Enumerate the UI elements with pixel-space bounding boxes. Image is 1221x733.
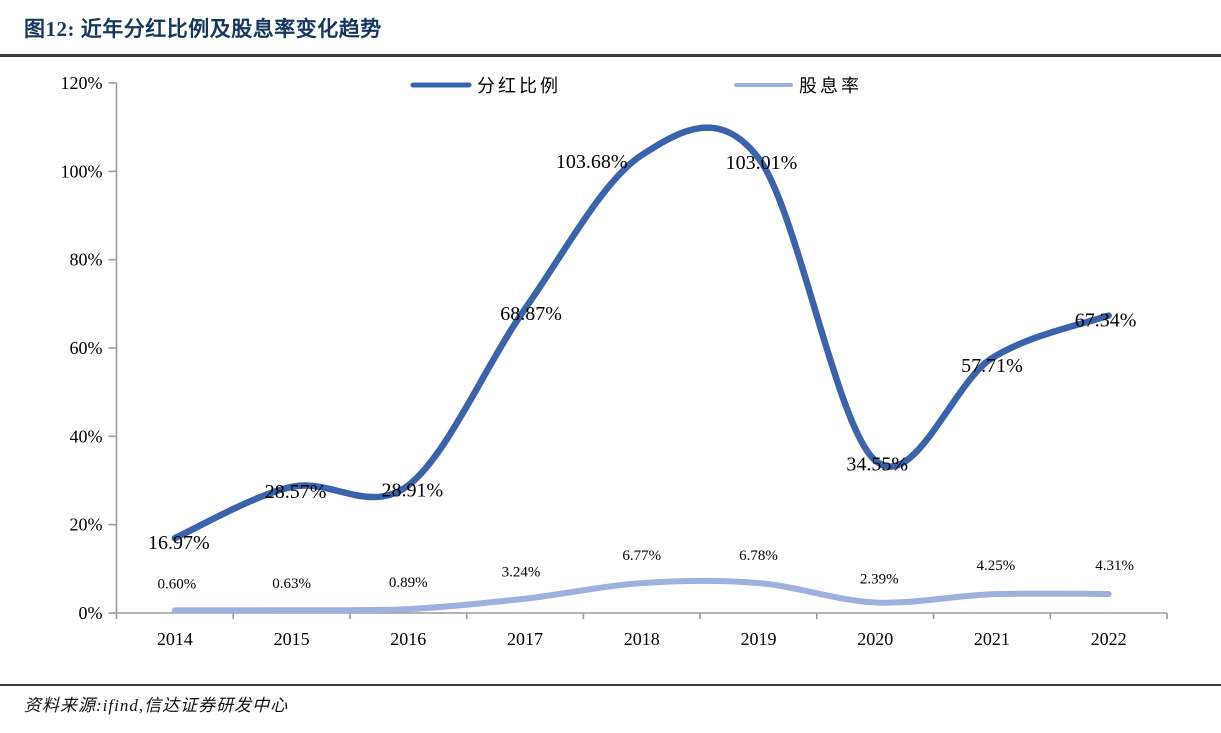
legend-label: 分红比例 [477, 76, 561, 96]
x-tick-label: 2022 [1091, 629, 1127, 649]
data-label: 6.78% [739, 548, 778, 564]
chart-title: 图12: 近年分红比例及股息率变化趋势 [24, 17, 382, 41]
y-tick-label: 40% [70, 426, 103, 446]
series-line-payout-ratio [171, 124, 1112, 542]
x-tick-label: 2014 [157, 629, 193, 649]
x-tick-label: 2018 [624, 629, 660, 649]
data-label: 103.01% [726, 152, 798, 174]
line-chart: 0% 20% 40% 60% 80% 100% 120% 2014 2015 2016 2017 20… [61, 73, 1168, 649]
source-note: 资料来源:ifind,信达证券研发中心 [24, 696, 289, 715]
title-divider [0, 54, 1221, 57]
data-label: 34.55% [846, 453, 908, 475]
data-label: 28.57% [265, 481, 327, 503]
y-tick-label: 20% [70, 515, 103, 535]
data-label: 4.25% [977, 558, 1016, 574]
series-line-dividend-yield [171, 577, 1112, 614]
data-label: 68.87% [500, 303, 562, 325]
y-tick-label: 80% [70, 250, 103, 270]
x-tick-label: 2017 [507, 629, 543, 649]
data-label: 3.24% [502, 565, 541, 581]
x-tick-label: 2015 [274, 629, 310, 649]
x-tick-label: 2016 [390, 629, 426, 649]
data-label: 16.97% [148, 532, 210, 554]
x-tick-label: 2021 [974, 629, 1010, 649]
data-label: 0.60% [157, 576, 196, 592]
y-tick-label: 0% [79, 603, 103, 623]
x-tick-label: 2019 [740, 629, 776, 649]
footer-divider [0, 684, 1221, 686]
x-tick-label: 2020 [857, 629, 893, 649]
y-tick-label: 100% [61, 161, 103, 181]
data-label: 2.39% [860, 571, 899, 587]
data-label: 28.91% [381, 479, 443, 501]
y-tick-label: 120% [61, 73, 103, 93]
y-tick-label: 60% [70, 338, 103, 358]
data-label: 67.34% [1075, 310, 1137, 332]
data-label: 0.89% [389, 575, 428, 591]
data-label: 6.77% [622, 548, 661, 564]
data-label: 103.68% [556, 151, 628, 173]
legend-label: 股息率 [799, 76, 862, 96]
data-label: 4.31% [1095, 558, 1134, 574]
data-label: 0.63% [272, 576, 311, 592]
data-label: 57.71% [961, 355, 1023, 377]
